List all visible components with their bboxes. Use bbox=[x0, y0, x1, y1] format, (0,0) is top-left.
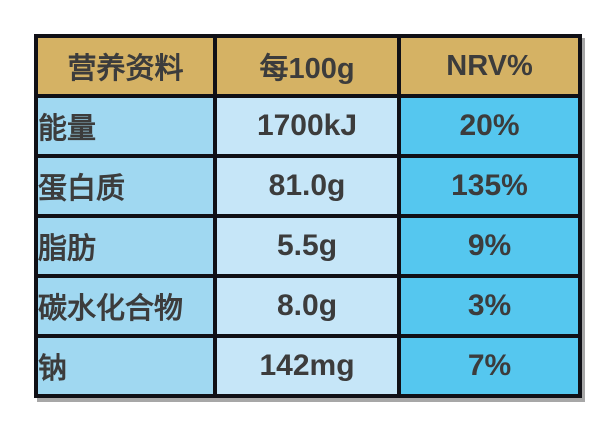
row-value-carbohydrate: 8.0g bbox=[213, 274, 401, 338]
header-nutrition-info: 营养资料 bbox=[34, 34, 217, 98]
header-row: 营养资料 每100g NRV% bbox=[34, 34, 582, 98]
table-row-carbohydrate: 碳水化合物 8.0g 3% bbox=[34, 274, 582, 338]
row-nrv-carbohydrate: 3% bbox=[397, 274, 582, 338]
table-row-energy: 能量 1700kJ 20% bbox=[34, 94, 582, 158]
header-nrv-percent: NRV% bbox=[397, 34, 582, 98]
row-nrv-protein: 135% bbox=[397, 154, 582, 218]
nutrition-table: 营养资料 每100g NRV% 能量 1700kJ 20% 蛋白质 81.0g … bbox=[34, 34, 582, 398]
row-value-protein: 81.0g bbox=[213, 154, 401, 218]
row-nrv-energy: 20% bbox=[397, 94, 582, 158]
table-row-sodium: 钠 142mg 7% bbox=[34, 334, 582, 398]
row-label-sodium: 钠 bbox=[34, 334, 217, 398]
table-row-fat: 脂肪 5.5g 9% bbox=[34, 214, 582, 278]
table-row-protein: 蛋白质 81.0g 135% bbox=[34, 154, 582, 218]
row-value-sodium: 142mg bbox=[213, 334, 401, 398]
row-value-fat: 5.5g bbox=[213, 214, 401, 278]
row-label-fat: 脂肪 bbox=[34, 214, 217, 278]
row-value-energy: 1700kJ bbox=[213, 94, 401, 158]
row-label-protein: 蛋白质 bbox=[34, 154, 217, 218]
header-per-100g: 每100g bbox=[213, 34, 401, 98]
row-nrv-fat: 9% bbox=[397, 214, 582, 278]
row-label-energy: 能量 bbox=[34, 94, 217, 158]
row-label-carbohydrate: 碳水化合物 bbox=[34, 274, 217, 338]
row-nrv-sodium: 7% bbox=[397, 334, 582, 398]
